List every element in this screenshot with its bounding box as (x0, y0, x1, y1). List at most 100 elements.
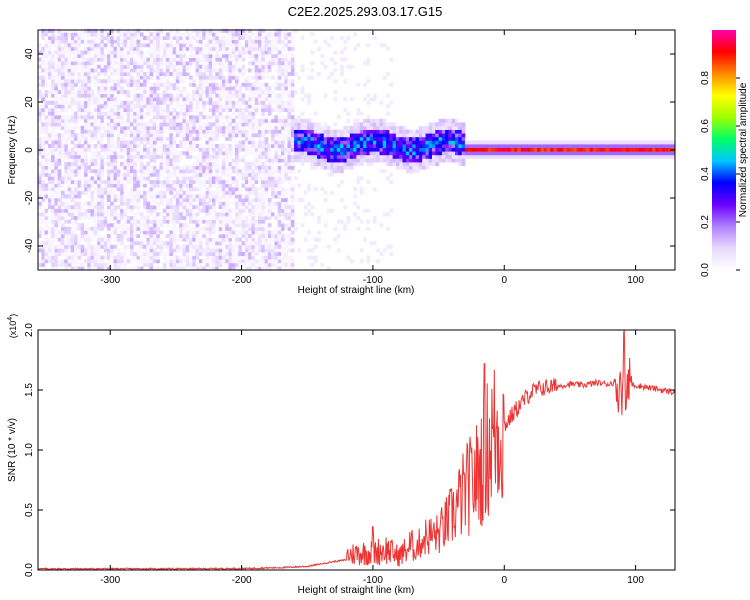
spectrogram-cell (326, 43, 331, 48)
spectrogram-cell (189, 136, 193, 141)
spectrogram-cell (333, 162, 338, 166)
spectrogram-cell (228, 162, 233, 166)
spectrogram-cell (284, 108, 288, 112)
spectrogram-cell (215, 147, 219, 152)
spectrogram-cell (202, 82, 206, 87)
spectrogram-cell (290, 230, 295, 235)
spectrogram-cell (290, 187, 295, 192)
spectrogram-cell (432, 129, 436, 134)
spectrogram-cell (438, 147, 443, 152)
spectrogram-cell (277, 180, 282, 184)
spectrogram-cell (212, 252, 216, 256)
spectrogram-cell (248, 187, 252, 192)
spectrogram-cell (77, 86, 82, 91)
spectrogram-cell (359, 187, 364, 192)
spectrogram-cell (317, 237, 321, 242)
spectrogram-cell (244, 216, 249, 220)
spectrogram-cell (44, 68, 49, 73)
spectrogram-cell (346, 219, 351, 224)
spectrogram-cell (297, 133, 302, 138)
spectrogram-cell (198, 248, 203, 253)
spectrogram-cell (202, 122, 206, 127)
spectrogram-cell (235, 140, 239, 145)
spectrogram-cell (244, 93, 249, 98)
spectrogram-cell (74, 126, 78, 130)
spectrogram-cell (166, 147, 170, 152)
spectrogram-cell (146, 165, 151, 170)
spectrogram-cell (41, 93, 45, 98)
spectrogram-cell (248, 180, 252, 184)
spectrogram-cell (389, 180, 393, 184)
spectrogram-cell (103, 241, 108, 246)
spectrogram-cell (202, 219, 206, 224)
spectrogram-cell (241, 223, 246, 228)
spectrogram-cell (274, 262, 279, 267)
spectrogram-cell (169, 147, 173, 152)
spectrogram-cell (267, 259, 272, 264)
spectrogram-cell (113, 230, 118, 235)
spectrogram-cell (218, 154, 223, 159)
spectrogram-cell (139, 176, 144, 181)
spectrogram-cell (93, 147, 98, 152)
spectrogram-cell (369, 158, 374, 163)
spectrogram-cell (159, 133, 164, 138)
spectrogram-cell (152, 219, 157, 224)
spectrogram-cell (57, 140, 62, 145)
spectrogram-cell (139, 82, 144, 87)
spectrogram-cell (281, 241, 285, 246)
spectrogram-cell (152, 115, 157, 120)
spectrogram-cell (113, 154, 118, 159)
spectrogram-cell (287, 266, 292, 271)
spectrogram-cell (218, 28, 223, 33)
spectrogram-cell (64, 82, 68, 87)
spectrogram-cell (103, 219, 108, 224)
spectrogram-cell (254, 111, 259, 116)
spectrogram-cell (162, 90, 167, 94)
spectrogram-cell (251, 198, 256, 202)
spectrogram-cell (146, 162, 151, 166)
spectrogram-cell (172, 244, 177, 249)
spectrogram-cell (77, 144, 82, 148)
spectrogram-cell (51, 180, 55, 184)
spectrogram-cell (192, 28, 196, 33)
spectrogram-cell (77, 176, 82, 181)
spectrogram-cell (428, 140, 433, 145)
spectrogram-cell (136, 223, 141, 228)
spectrogram-cell (287, 50, 292, 55)
spectrogram-cell (353, 32, 357, 37)
spectrogram-cell (103, 82, 108, 87)
spectrogram-cell (44, 154, 49, 159)
spectrogram-cell (287, 262, 292, 267)
spectrogram-cell (159, 252, 164, 256)
spectrogram-cell (228, 208, 233, 213)
spectrogram-cell (264, 169, 269, 174)
spectrogram-cell (323, 64, 328, 69)
spectrogram-cell (451, 158, 456, 163)
spectrogram-cell (274, 216, 279, 220)
spectrogram-cell (320, 61, 325, 66)
spectrogram-cell (126, 133, 131, 138)
spectrogram-cell (264, 64, 269, 69)
spectrogram-cell (277, 144, 282, 148)
spectrogram-cell (300, 36, 305, 40)
spectrogram-cell (261, 64, 265, 69)
spectrogram-cell (172, 187, 177, 192)
spectrogram-cell (264, 97, 269, 102)
spectrogram-cell (44, 244, 49, 249)
spectrogram-cell (70, 230, 75, 235)
spectrogram-cell (159, 82, 164, 87)
spectrogram-cell (80, 158, 85, 163)
spectrogram-cell (77, 169, 82, 174)
spectrogram-cell (120, 183, 124, 188)
spectrogram-cell (156, 64, 160, 69)
spectrogram-cell (379, 133, 384, 138)
spectrogram-cell (133, 252, 137, 256)
spectrogram-cell (221, 252, 226, 256)
spectrogram-cell (100, 144, 105, 148)
spectrogram-cell (61, 252, 65, 256)
spectrogram-cell (261, 50, 265, 55)
spectrogram-cell (136, 208, 141, 213)
spectrogram-cell (143, 97, 147, 102)
spectrogram-cell (139, 244, 144, 249)
spectrogram-cell (47, 39, 52, 44)
